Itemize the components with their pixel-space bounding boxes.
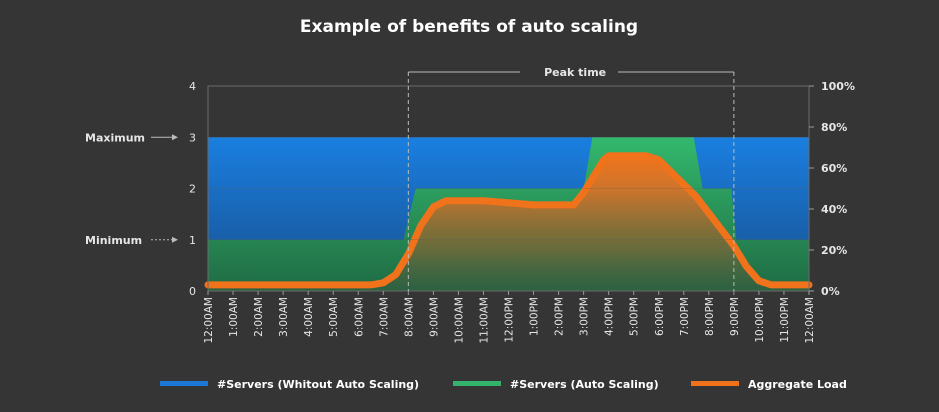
legend-label-2: #Servers (Auto Scaling) <box>510 378 659 391</box>
x-tick-label: 6:00PM <box>654 297 666 336</box>
maximum-label: Maximum <box>85 131 145 144</box>
x-tick-label: 3:00AM <box>278 297 290 337</box>
x-tick-label: 10:00AM <box>453 297 465 344</box>
x-tick-label: 12:00AM <box>203 297 215 344</box>
legend-swatch-2 <box>453 381 501 386</box>
x-tick-label: 5:00AM <box>328 297 340 337</box>
legend-label-3: Aggregate Load <box>748 378 847 391</box>
x-tick-label: 1:00PM <box>529 297 541 336</box>
x-tick-label: 9:00PM <box>729 297 741 336</box>
x-tick-label: 10:00PM <box>754 297 766 343</box>
x-tick-label: 1:00AM <box>228 297 240 337</box>
left-tick-label: 2 <box>189 183 196 196</box>
x-tick-label: 7:00AM <box>378 297 390 337</box>
minimum-label: Minimum <box>85 234 142 247</box>
series-orange-area <box>208 155 809 291</box>
plot-areas <box>204 137 813 291</box>
x-tick-label: 2:00AM <box>253 297 265 337</box>
right-tick-label: 60% <box>821 162 847 175</box>
x-tick-label: 9:00AM <box>428 297 440 337</box>
x-tick-label: 6:00AM <box>353 297 365 337</box>
peak-time-label: Peak time <box>544 66 606 79</box>
x-tick-label: 7:00PM <box>679 297 691 336</box>
x-tick-label: 12:00AM <box>804 297 816 344</box>
right-tick-label: 0% <box>821 285 840 298</box>
x-tick-label: 11:00AM <box>478 297 490 344</box>
right-tick-label: 80% <box>821 121 847 134</box>
chart-title: Example of benefits of auto scaling <box>300 17 638 37</box>
legend-label-1: #Servers (Whitout Auto Scaling) <box>217 378 419 391</box>
minimum-arrow-head <box>172 236 178 243</box>
x-tick-label: 11:00PM <box>779 297 791 343</box>
x-tick-label: 12:00PM <box>504 297 516 343</box>
x-tick-label: 8:00PM <box>704 297 716 336</box>
right-tick-label: 20% <box>821 244 847 257</box>
x-tick-label: 2:00PM <box>554 297 566 336</box>
x-tick-label: 5:00PM <box>629 297 641 336</box>
x-tick-label: 8:00AM <box>403 297 415 337</box>
legend-swatch-1 <box>160 381 208 386</box>
maximum-arrow-head <box>172 134 178 141</box>
right-tick-label: 100% <box>821 80 855 93</box>
x-tick-label: 4:00AM <box>303 297 315 337</box>
left-tick-label: 1 <box>189 234 196 247</box>
left-tick-label: 0 <box>189 285 196 298</box>
right-tick-label: 40% <box>821 203 847 216</box>
legend: #Servers (Whitout Auto Scaling) #Servers … <box>160 378 847 391</box>
x-tick-label: 4:00PM <box>604 297 616 336</box>
x-tick-label: 3:00PM <box>579 297 591 336</box>
left-tick-label: 4 <box>189 80 196 93</box>
left-tick-label: 3 <box>189 131 196 144</box>
series-orange-line <box>204 152 813 289</box>
annotations: Peak time Maximum Minimum <box>85 66 735 291</box>
legend-swatch-3 <box>691 381 739 386</box>
